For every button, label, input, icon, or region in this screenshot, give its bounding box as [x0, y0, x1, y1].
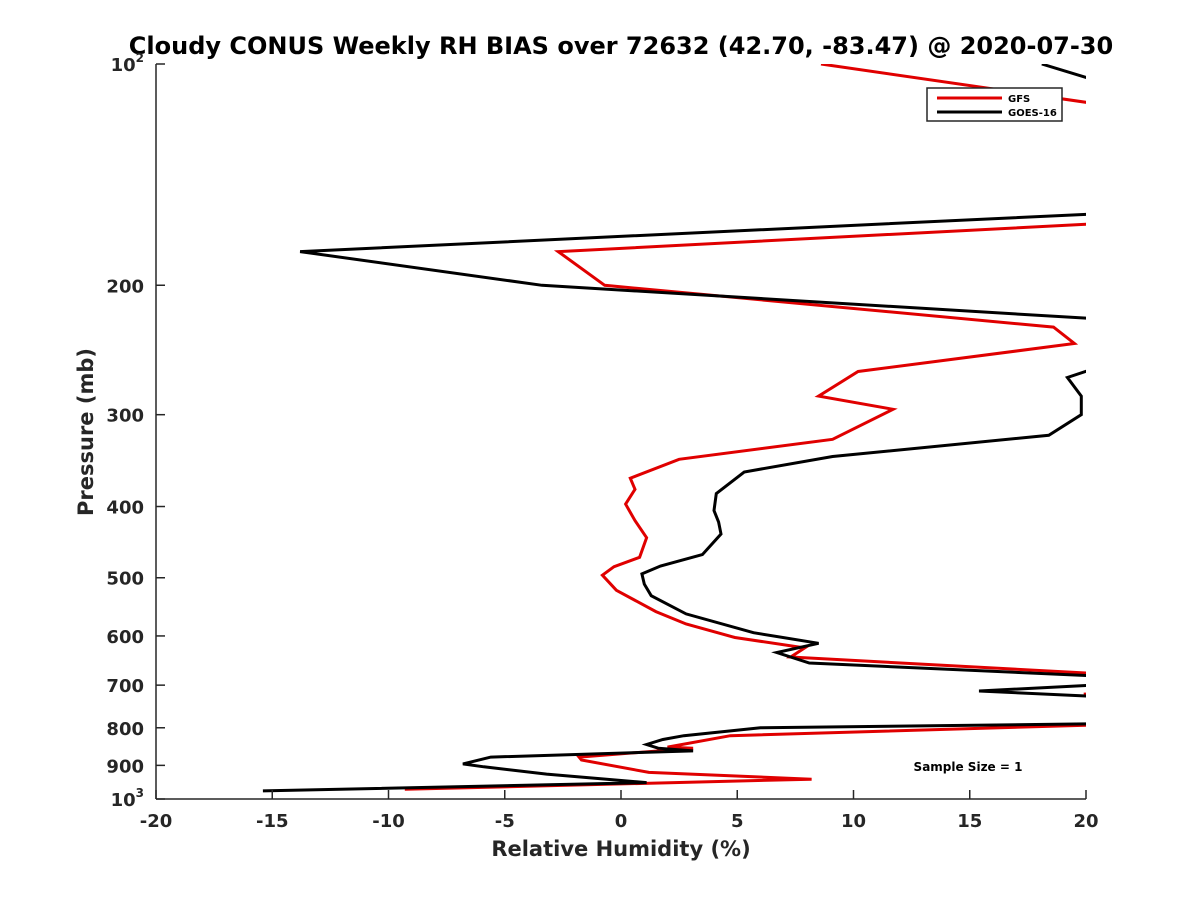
series-line-segment	[404, 723, 1086, 791]
sample-size-annotation: Sample Size = 1	[914, 760, 1023, 774]
x-tick-label: 20	[1073, 811, 1098, 832]
y-tick-label: 200	[106, 276, 144, 297]
y-tick-label: 103	[111, 786, 144, 811]
legend-entry: GFS	[1008, 94, 1030, 105]
x-tick-label: 10	[841, 811, 866, 832]
x-tick-label: -20	[140, 811, 173, 832]
series-line-segment	[553, 222, 1086, 675]
x-tick-label: 5	[731, 811, 744, 832]
y-tick-label: 800	[106, 719, 144, 740]
tick-layer: -20 -15 -10 -5 0 5 10 15 20102200300400500600700…	[106, 51, 1098, 832]
series-line-segment	[640, 369, 1086, 677]
series-line-segment	[978, 683, 1086, 698]
plot-axes	[155, 64, 1086, 800]
series-gfs	[404, 64, 1086, 791]
y-tick-base: 10	[111, 55, 136, 76]
y-tick-label: 700	[106, 676, 144, 697]
y-tick-label: 300	[106, 406, 144, 427]
x-tick-label: 0	[615, 811, 628, 832]
y-tick-exponent: 2	[136, 51, 144, 65]
series-layer	[262, 64, 1086, 793]
x-axis-label: Relative Humidity (%)	[491, 837, 750, 861]
series-goes-16	[262, 64, 1086, 793]
x-tick-label: 15	[957, 811, 982, 832]
series-line-segment	[262, 722, 1086, 793]
x-tick-label: -15	[256, 811, 289, 832]
legend-box	[926, 87, 1063, 122]
y-tick-label: 500	[106, 569, 144, 590]
y-tick-base: 10	[111, 790, 136, 811]
y-tick-label: 102	[111, 51, 144, 76]
chart-title: Cloudy CONUS Weekly RH BIAS over 72632 (…	[129, 32, 1113, 60]
series-line-segment	[299, 212, 1086, 320]
y-tick-label: 400	[106, 498, 144, 519]
legend: GFS GOES-16	[926, 87, 1063, 122]
y-tick-exponent: 3	[136, 786, 144, 800]
legend-entry: GOES-16	[1008, 108, 1057, 119]
x-tick-label: -5	[495, 811, 515, 832]
series-line-segment	[1041, 64, 1086, 80]
y-tick-label: 600	[106, 627, 144, 648]
x-tick-label: -10	[372, 811, 405, 832]
y-tick-label: 900	[106, 756, 144, 777]
y-axis-label: Pressure (mb)	[74, 348, 98, 516]
